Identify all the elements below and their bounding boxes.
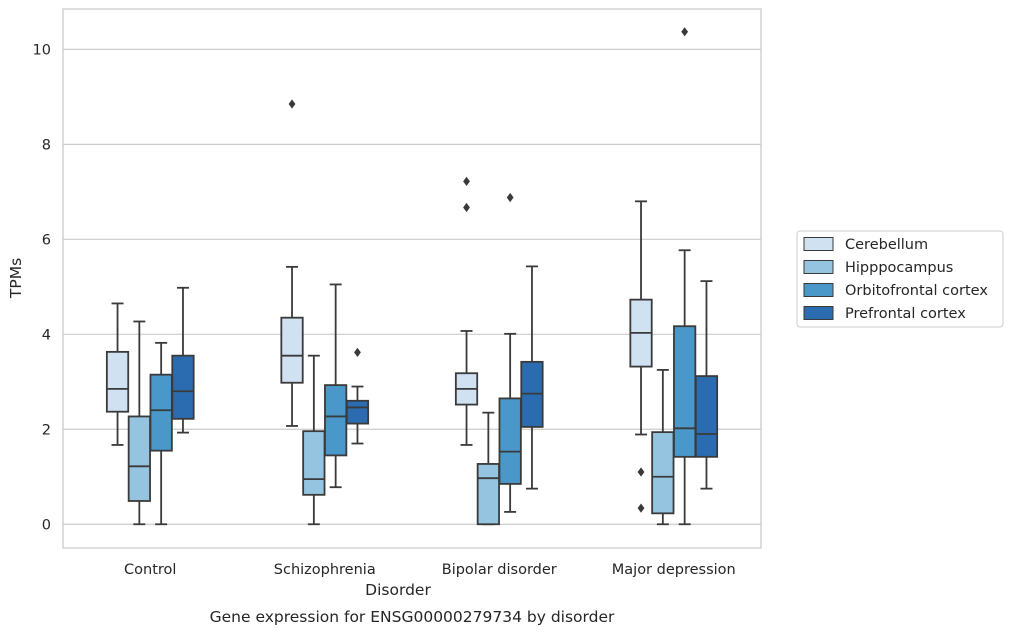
outlier-point <box>681 27 689 37</box>
legend-label: Orbitofrontal cortex <box>845 283 988 299</box>
y-tick-label: 10 <box>33 42 51 58</box>
legend: Cerebellum Hipppocampus Orbitofrontal cort… <box>796 230 1004 328</box>
outlier-point <box>354 347 361 357</box>
outlier-point <box>506 192 514 203</box>
box <box>345 399 370 425</box>
legend-swatch <box>803 283 834 297</box>
box <box>105 350 130 413</box>
grid-lines <box>63 48 761 525</box>
series-cerebellum <box>105 99 653 513</box>
chart-caption: Gene expression for ENSG00000279734 by d… <box>210 608 615 626</box>
plot-frame <box>62 8 762 549</box>
legend-label: Cerebellum <box>845 237 928 253</box>
box <box>280 316 304 384</box>
box <box>302 430 326 496</box>
box <box>651 431 675 515</box>
legend-swatch <box>803 237 834 251</box>
box <box>171 354 195 420</box>
y-tick-label: 0 <box>42 517 51 533</box>
y-tick-label: 4 <box>42 327 51 343</box>
series-orbitofrontal-cortex <box>149 27 697 526</box>
box <box>149 373 173 452</box>
legend-swatch <box>803 260 834 274</box>
box <box>476 463 500 526</box>
outlier-point <box>463 176 470 186</box>
legend-label: Hipppocampus <box>845 260 953 276</box>
box-plots <box>105 27 719 526</box>
x-tick-label: Major depression <box>612 562 736 578</box>
box <box>694 375 719 458</box>
legend-swatch <box>803 306 834 320</box>
series-prefrontal-cortex <box>171 265 719 490</box>
box <box>498 397 522 485</box>
x-tick-label: Schizophrenia <box>274 562 376 578</box>
x-tick-label: Bipolar disorder <box>442 562 557 578</box>
outlier-point <box>288 99 296 109</box>
outlier-point <box>463 202 470 213</box>
outlier-point <box>637 503 645 513</box>
y-tick-label: 2 <box>42 422 51 438</box>
x-tick-label: Control <box>124 562 176 578</box>
y-tick-label: 8 <box>42 137 51 153</box>
legend-items: Cerebellum Hipppocampus Orbitofrontal cort… <box>803 237 988 322</box>
box <box>127 415 151 502</box>
y-axis-label: TPMs <box>7 258 25 299</box>
box <box>324 384 348 457</box>
legend-label: Prefrontal cortex <box>845 306 966 322</box>
x-axis-label: Disorder <box>365 581 431 599</box>
y-axis-ticks: 0 2 4 6 8 10 <box>33 42 51 533</box>
box <box>673 325 697 458</box>
y-tick-label: 6 <box>42 232 51 248</box>
legend-frame <box>796 230 1004 328</box>
series-hipppocampus <box>127 320 675 526</box>
outlier-point <box>637 467 645 477</box>
x-axis-ticks: Control Schizophrenia Bipolar disorder Majo… <box>124 562 736 578</box>
